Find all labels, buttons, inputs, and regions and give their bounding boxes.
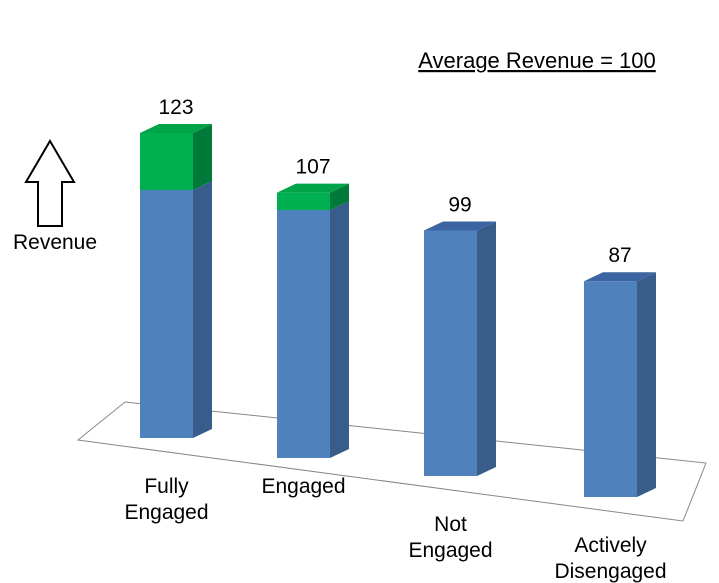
bar-top-not-engaged [424, 221, 496, 231]
bar-side-actively-disengaged [637, 272, 656, 497]
bar-top-actively-disengaged [584, 272, 656, 282]
bar-side-not-engaged [477, 221, 496, 476]
bar-top-fully-engaged [140, 123, 212, 133]
category-label-line: Not [434, 513, 467, 536]
category-label-line: Fully [144, 475, 189, 498]
data-label-not-engaged: 99 [448, 193, 471, 216]
category-label-line: Engaged [408, 539, 492, 562]
y-axis-label: Revenue [13, 231, 97, 254]
category-label-actively-disengaged: Actively Disengaged [554, 534, 666, 583]
bar-above-front-engaged [277, 192, 330, 210]
category-label-line: Disengaged [554, 560, 666, 583]
bar-front-not-engaged [424, 230, 477, 476]
bar-side-engaged [330, 201, 349, 458]
up-arrow-icon [24, 139, 76, 227]
average-revenue-annotation: Average Revenue = 100 [418, 48, 656, 73]
bar-above-side-fully-engaged [193, 123, 212, 190]
bar-actively-disengaged [584, 272, 656, 497]
category-label-engaged: Engaged [261, 475, 345, 498]
data-label-engaged: 107 [295, 156, 330, 179]
bar-top-engaged [277, 183, 349, 193]
bar-above-side-engaged [330, 183, 349, 210]
bar-front-fully-engaged [140, 190, 193, 438]
chart-floor [76, 401, 707, 522]
bar-engaged [277, 183, 349, 458]
bar-side-fully-engaged [193, 181, 212, 438]
bars-group [140, 123, 656, 497]
category-label-not-engaged: Not Engaged [408, 513, 492, 562]
bar-front-engaged [277, 210, 330, 458]
bar-not-engaged [424, 221, 496, 476]
category-label-fully-engaged: Fully Engaged [124, 475, 208, 524]
labels-group: 123 Fully Engaged 107 Engaged 99 Not Engaged 87 A… [124, 96, 666, 583]
bar-front-actively-disengaged [584, 281, 637, 497]
category-label-line: Engaged [261, 475, 345, 498]
category-label-line: Actively [574, 534, 647, 557]
bar-above-front-fully-engaged [140, 132, 193, 190]
bar-fully-engaged [140, 123, 212, 438]
category-label-line: Engaged [124, 501, 208, 524]
data-label-fully-engaged: 123 [158, 96, 193, 119]
data-label-actively-disengaged: 87 [608, 244, 631, 267]
